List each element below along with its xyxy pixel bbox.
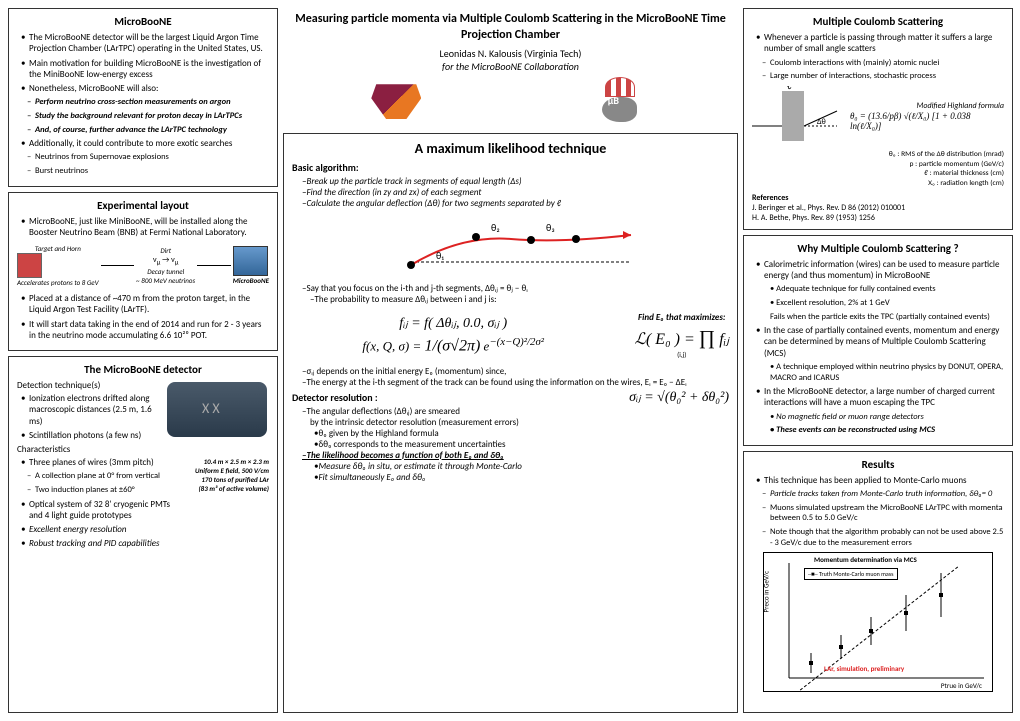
panel-title: MicroBooNE xyxy=(17,15,269,28)
bullet: Placed at a distance of ~470 m from the … xyxy=(21,293,269,316)
bullet: In the case of partially contained event… xyxy=(756,325,1004,359)
left-column: MicroBooNE The MicroBooNE detector will … xyxy=(8,8,278,713)
sub-bullet: Muons simulated upstream the MicroBooNE … xyxy=(756,503,1004,524)
panel-mcs: Multiple Coulomb Scattering Whenever a p… xyxy=(743,8,1013,230)
bullet: Main motivation for building MicroBooNE … xyxy=(21,58,269,81)
svg-text:Δθ: Δθ xyxy=(817,117,826,127)
sub-bullet: Large number of interactions, stochastic… xyxy=(756,71,1004,82)
algo-step: •θ₀ given by the Highland formula xyxy=(302,428,729,439)
bullet: Nonetheless, MicroBooNE will also: xyxy=(21,83,269,94)
references: References J. Beringer et al., Phys. Rev… xyxy=(752,193,1004,223)
logo-row: μB xyxy=(287,79,734,124)
panel-title: The MicroBooNE detector xyxy=(17,363,269,376)
algo-step: –Say that you focus on the i-th and j-th… xyxy=(302,283,729,294)
author: Leonidas N. Kalousis (Virginia Tech) xyxy=(287,47,734,60)
svg-text:θ₃: θ₃ xyxy=(546,221,555,234)
bullet: Calorimetric information (wires) can be … xyxy=(756,259,1004,282)
panel-title: Results xyxy=(752,458,1004,471)
sub-bullet: • Adequate technique for fully contained… xyxy=(756,284,1004,295)
bullet: Scintillation photons (a few ns) xyxy=(21,430,269,441)
panel-detector: The MicroBooNE detector Detection techni… xyxy=(8,356,278,713)
algo-step: –The likelihood becomes a function of bo… xyxy=(302,450,729,461)
bullet: Optical system of 32 8' cryogenic PMTs a… xyxy=(21,499,185,522)
bullet: The MicroBooNE detector will be the larg… xyxy=(21,32,269,55)
bullet: MicroBooNE, just like MiniBooNE, will be… xyxy=(21,216,269,239)
center-column: Measuring particle momenta via Multiple … xyxy=(283,8,738,713)
sub-bullet: Neutrinos from Supernovae explosions xyxy=(21,152,269,163)
beamline-diagram: Target and Horn Accelerates protons to 8… xyxy=(17,244,269,287)
panel-title: Multiple Coulomb Scattering xyxy=(752,15,1004,28)
sub-bullet: Two induction planes at ±60° xyxy=(21,485,185,496)
algo-step: –The angular deflections (Δθᵢⱼ) are smea… xyxy=(302,406,729,417)
bullet: Robust tracking and PID capabilities xyxy=(21,538,185,549)
highland-formula: θ₀ = (13.6/pβ) √(ℓ/X₀) [1 + 0.038 ln(ℓ/X… xyxy=(850,111,1004,131)
algo-step: –Calculate the angular deflection (Δθ) f… xyxy=(302,198,729,209)
panel-title: Why Multiple Coulomb Scattering ? xyxy=(752,242,1004,255)
algo-step: –The energy at the i-th segment of the t… xyxy=(302,377,729,388)
panel-results: Results This technique has been applied … xyxy=(743,451,1013,713)
right-column: Multiple Coulomb Scattering Whenever a p… xyxy=(743,8,1013,713)
algo-step: –Break up the particle track in segments… xyxy=(302,176,729,187)
sub-bullet: • No magnetic field or muon range detect… xyxy=(756,412,1004,423)
sigma-formula: σᵢⱼ = √(θ₀² + δθ₀²) xyxy=(629,389,729,406)
bullet: Ionization electrons drifted along macro… xyxy=(21,393,269,427)
poster-title: Measuring particle momenta via Multiple … xyxy=(287,12,734,43)
detector-icon xyxy=(233,246,268,276)
sub-bullet: Coulomb interactions with (mainly) atomi… xyxy=(756,58,1004,69)
panel-why-mcs: Why Multiple Coulomb Scattering ? Calori… xyxy=(743,235,1013,446)
sub-bullet: Perform neutrino cross-section measureme… xyxy=(21,97,269,108)
sub-bullet: A collection plane at 0° from vertical xyxy=(21,471,185,482)
booster-icon xyxy=(17,253,42,278)
panel-experimental-layout: Experimental layout MicroBooNE, just lik… xyxy=(8,192,278,352)
svg-text:θ₁: θ₁ xyxy=(436,249,444,262)
result-chart: Momentum determination via MCS ─■─ Truth… xyxy=(763,552,993,692)
ml-title: A maximum likelihood technique xyxy=(292,140,729,157)
bullet: This technique has been applied to Monte… xyxy=(756,475,1004,486)
sub-bullet: • Excellent resolution, 2% at 1 GeV xyxy=(756,298,1004,309)
algo-step: –σᵢⱼ depends on the initial energy E₀ (m… xyxy=(302,366,729,377)
vt-logo xyxy=(371,84,421,119)
find-label: Find E₀ that maximizes: xyxy=(634,312,729,323)
panel-ml-technique: A maximum likelihood technique Basic alg… xyxy=(283,133,738,713)
algo-step: by the intrinsic detector resolution (me… xyxy=(302,417,729,428)
bullet: Whenever a particle is passing through m… xyxy=(756,32,1004,55)
algo-step: •Measure δθ₀ in situ, or estimate it thr… xyxy=(302,461,729,472)
likelihood-formula: ℒ( E₀ ) = ∏ fᵢⱼ xyxy=(634,327,729,350)
sub-bullet: Burst neutrinos xyxy=(21,166,269,177)
algo-step: •δθ₀ corresponds to the measurement unce… xyxy=(302,439,729,450)
bullet: It will start data taking in the end of … xyxy=(21,319,269,342)
track-diagram: θ₁ θ₂ θ₃ xyxy=(292,217,729,275)
algo-step: –Find the direction (in zy and zx) of ea… xyxy=(302,187,729,198)
sub-bullet: Fails when the particle exits the TPC (p… xyxy=(756,312,1004,323)
panel-title: Experimental layout xyxy=(17,199,269,212)
formula: fᵢⱼ = f( Δθᵢⱼ, 0.0, σᵢⱼ ) xyxy=(292,315,614,332)
mcs-diagram: ℓ Δθ Modified Highland formula θ₀ = (13.… xyxy=(752,86,1004,146)
specs: 10.4 m × 2.5 m × 2.3 m Uniform E field, … xyxy=(189,457,269,553)
poster-header: Measuring particle momenta via Multiple … xyxy=(283,8,738,128)
bullet: Excellent energy resolution xyxy=(21,524,185,535)
track-svg: θ₁ θ₂ θ₃ xyxy=(381,217,641,272)
sub-bullet: Particle tracks taken from Monte-Carlo t… xyxy=(756,489,1004,500)
affiliation: for the MicroBooNE Collaboration xyxy=(287,60,734,73)
formula: f(x, Q, σ) = 1/(σ√2π) e−(x−Q)²/2σ² xyxy=(292,336,614,355)
svg-text:θ₂: θ₂ xyxy=(491,221,500,234)
sub-bullet: And, of course, further advance the LArT… xyxy=(21,125,269,136)
bullet: Three planes of wires (3mm pitch) xyxy=(21,457,185,468)
panel-microboone: MicroBooNE The MicroBooNE detector will … xyxy=(8,8,278,187)
sub-bullet: Note though that the algorithm probably … xyxy=(756,527,1004,548)
sub-bullet: • A technique employed within neutrino p… xyxy=(756,362,1004,383)
bullet: In the MicroBooNE detector, a large numb… xyxy=(756,386,1004,409)
beam-arrow xyxy=(197,265,231,266)
beam-arrow xyxy=(101,265,135,266)
svg-text:ℓ: ℓ xyxy=(787,86,792,92)
bullet: Additionally, it could contribute to mor… xyxy=(21,138,269,149)
sub-bullet: Study the background relevant for proton… xyxy=(21,111,269,122)
microboone-logo: μB xyxy=(590,82,650,122)
algo-step: •Fit simultaneously E₀ and δθ₀ xyxy=(302,472,729,483)
algo-step: –The probability to measure Δθᵢⱼ between… xyxy=(302,294,729,305)
sub-bullet: • These events can be reconstructed usin… xyxy=(756,425,1004,436)
